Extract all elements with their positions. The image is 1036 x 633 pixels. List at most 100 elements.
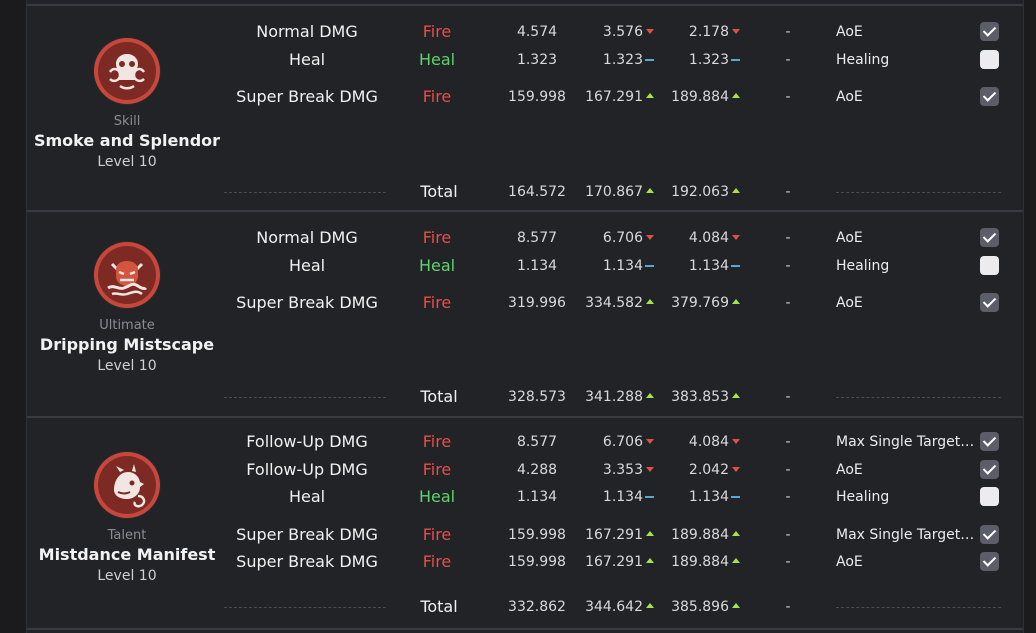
- placeholder-dash: -: [785, 599, 791, 615]
- trend-down-icon: [646, 29, 654, 34]
- trend-up-icon: [646, 603, 654, 608]
- value-compare-2: 4.084: [661, 429, 745, 455]
- placeholder-dash: -: [785, 24, 791, 40]
- trend-up-icon: [646, 393, 654, 398]
- checkmark-icon[interactable]: [980, 22, 999, 41]
- value-number: 170.867: [585, 184, 643, 200]
- trend-down-icon: [732, 467, 740, 472]
- placeholder-dash: -: [785, 434, 791, 450]
- trend-slot: [729, 179, 745, 205]
- trend-slot: [729, 549, 745, 575]
- trend-down-icon: [732, 439, 740, 444]
- trend-slot: [643, 484, 659, 510]
- value-number: 189.884: [671, 527, 729, 543]
- trend-slot: [729, 19, 745, 45]
- target-type-label: Max Single Target ...: [836, 527, 976, 543]
- total-row: Total 164.572 170.867 192.063 -: [27, 179, 1023, 205]
- trend-flat-icon: [645, 265, 654, 267]
- include-checkbox[interactable]: [980, 84, 1000, 110]
- dashed-divider: [224, 397, 386, 398]
- trend-flat-icon: [731, 59, 740, 61]
- placeholder-dash: -: [785, 52, 791, 68]
- damage-row: Super Break DMG Fire 159.998 167.291 189.884…: [27, 549, 1023, 575]
- skill-type-label: Ultimate: [99, 318, 155, 333]
- skill-name: Mistdance Manifest: [38, 545, 216, 564]
- value-number: 189.884: [671, 554, 729, 570]
- value-number: 6.706: [602, 434, 643, 450]
- trend-slot: [643, 225, 659, 251]
- element-label: Heal: [418, 256, 456, 275]
- include-checkbox[interactable]: [980, 19, 1000, 45]
- placeholder-dash: -: [785, 389, 791, 405]
- damage-row: Heal Heal 1.323 1.323 1.323 - Healing: [27, 47, 1023, 73]
- damage-row: Super Break DMG Fire 159.998 167.291 189.884…: [27, 522, 1023, 548]
- value-number: 3.576: [602, 24, 643, 40]
- emblem-inner: [98, 42, 156, 100]
- include-checkbox[interactable]: [980, 484, 1000, 510]
- damage-row: Super Break DMG Fire 319.996 334.582 379.769…: [27, 290, 1023, 316]
- damage-type-label: Super Break DMG: [236, 293, 378, 312]
- include-checkbox[interactable]: [980, 522, 1000, 548]
- skill-info: Ultimate Dripping Mistscape Level 10: [27, 242, 227, 376]
- trend-up-icon: [732, 299, 740, 304]
- value-compare-2: 4.084: [661, 225, 745, 251]
- value-compare-2: 1.323: [661, 47, 745, 73]
- trend-slot: [643, 549, 659, 575]
- trend-up-icon: [732, 393, 740, 398]
- value-base: 8.577: [516, 434, 558, 450]
- checkmark-icon[interactable]: [980, 525, 999, 544]
- checkmark-icon[interactable]: [980, 228, 999, 247]
- trend-slot: [643, 84, 659, 110]
- value-compare-2: 379.769: [661, 290, 745, 316]
- trend-slot: [643, 19, 659, 45]
- damage-type-label: Normal DMG: [256, 228, 358, 247]
- trend-up-icon: [732, 603, 740, 608]
- value-base: 4.574: [516, 24, 558, 40]
- damage-type-label: Heal: [288, 487, 326, 506]
- trend-slot: [729, 290, 745, 316]
- checkmark-icon[interactable]: [980, 552, 999, 571]
- trend-slot: [729, 225, 745, 251]
- total-compare-2: 383.853: [661, 384, 745, 410]
- panel-bottom-border: [27, 628, 1023, 630]
- checkmark-icon[interactable]: [980, 293, 999, 312]
- oni-mask-icon: [94, 242, 160, 308]
- element-label: Fire: [422, 293, 452, 312]
- empty-checkbox-icon[interactable]: [980, 487, 999, 506]
- value-number: 167.291: [585, 554, 643, 570]
- trend-slot: [643, 253, 659, 279]
- value-number: 1.134: [688, 489, 729, 505]
- value-base: 159.998: [508, 89, 566, 105]
- damage-row: Normal DMG Fire 8.577 6.706 4.084 - AoE: [27, 225, 1023, 251]
- element-label: Fire: [422, 87, 452, 106]
- include-checkbox[interactable]: [980, 429, 1000, 455]
- placeholder-dash: -: [785, 462, 791, 478]
- dashed-divider: [836, 397, 1001, 398]
- include-checkbox[interactable]: [980, 457, 1000, 483]
- include-checkbox[interactable]: [980, 47, 1000, 73]
- target-type-label: AoE: [836, 554, 863, 570]
- damage-type-label: Follow-Up DMG: [246, 432, 368, 451]
- checkmark-icon[interactable]: [980, 87, 999, 106]
- trend-flat-icon: [731, 265, 740, 267]
- include-checkbox[interactable]: [980, 253, 1000, 279]
- trend-slot: [729, 457, 745, 483]
- element-label: Fire: [422, 22, 452, 41]
- element-label: Heal: [418, 50, 456, 69]
- placeholder-dash: -: [785, 527, 791, 543]
- checkmark-icon[interactable]: [980, 432, 999, 451]
- trend-slot: [643, 290, 659, 316]
- value-base: 1.134: [516, 258, 558, 274]
- total-compare-1: 170.867: [575, 179, 659, 205]
- include-checkbox[interactable]: [980, 549, 1000, 575]
- placeholder-dash: -: [785, 89, 791, 105]
- empty-checkbox-icon[interactable]: [980, 256, 999, 275]
- damage-row: Super Break DMG Fire 159.998 167.291 189.884…: [27, 84, 1023, 110]
- include-checkbox[interactable]: [980, 225, 1000, 251]
- include-checkbox[interactable]: [980, 290, 1000, 316]
- empty-checkbox-icon[interactable]: [980, 50, 999, 69]
- total-base: 332.862: [508, 599, 566, 615]
- placeholder-dash: -: [785, 295, 791, 311]
- trend-slot: [729, 384, 745, 410]
- checkmark-icon[interactable]: [980, 460, 999, 479]
